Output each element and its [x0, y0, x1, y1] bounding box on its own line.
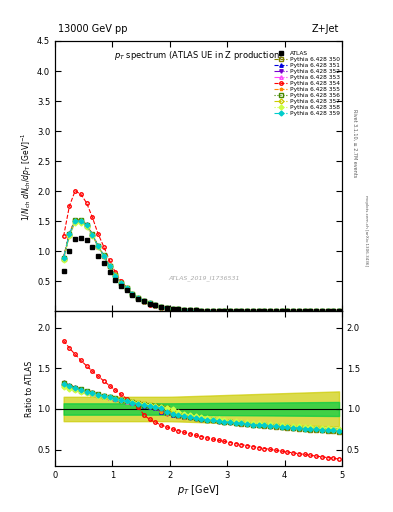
Text: Z+Jet: Z+Jet: [312, 24, 339, 34]
Text: Rivet 3.1.10, ≥ 2.7M events: Rivet 3.1.10, ≥ 2.7M events: [352, 109, 357, 178]
Y-axis label: Ratio to ATLAS: Ratio to ATLAS: [25, 360, 34, 417]
Text: $p_T$ spectrum (ATLAS UE in Z production): $p_T$ spectrum (ATLAS UE in Z production…: [114, 49, 283, 62]
Text: 13000 GeV pp: 13000 GeV pp: [58, 24, 127, 34]
Legend: ATLAS, Pythia 6.428 350, Pythia 6.428 351, Pythia 6.428 352, Pythia 6.428 353, P: ATLAS, Pythia 6.428 350, Pythia 6.428 35…: [274, 51, 340, 117]
Text: ATLAS_2019_I1736531: ATLAS_2019_I1736531: [169, 275, 240, 281]
Text: mcplots.cern.ch [arXiv:1306.3436]: mcplots.cern.ch [arXiv:1306.3436]: [364, 195, 367, 266]
Y-axis label: $1/N_\mathrm{ch}\ dN_\mathrm{ch}/dp_\mathrm{T}\ [\mathrm{GeV}]^{-1}$: $1/N_\mathrm{ch}\ dN_\mathrm{ch}/dp_\mat…: [20, 132, 34, 221]
X-axis label: $p_T$ [GeV]: $p_T$ [GeV]: [177, 482, 220, 497]
